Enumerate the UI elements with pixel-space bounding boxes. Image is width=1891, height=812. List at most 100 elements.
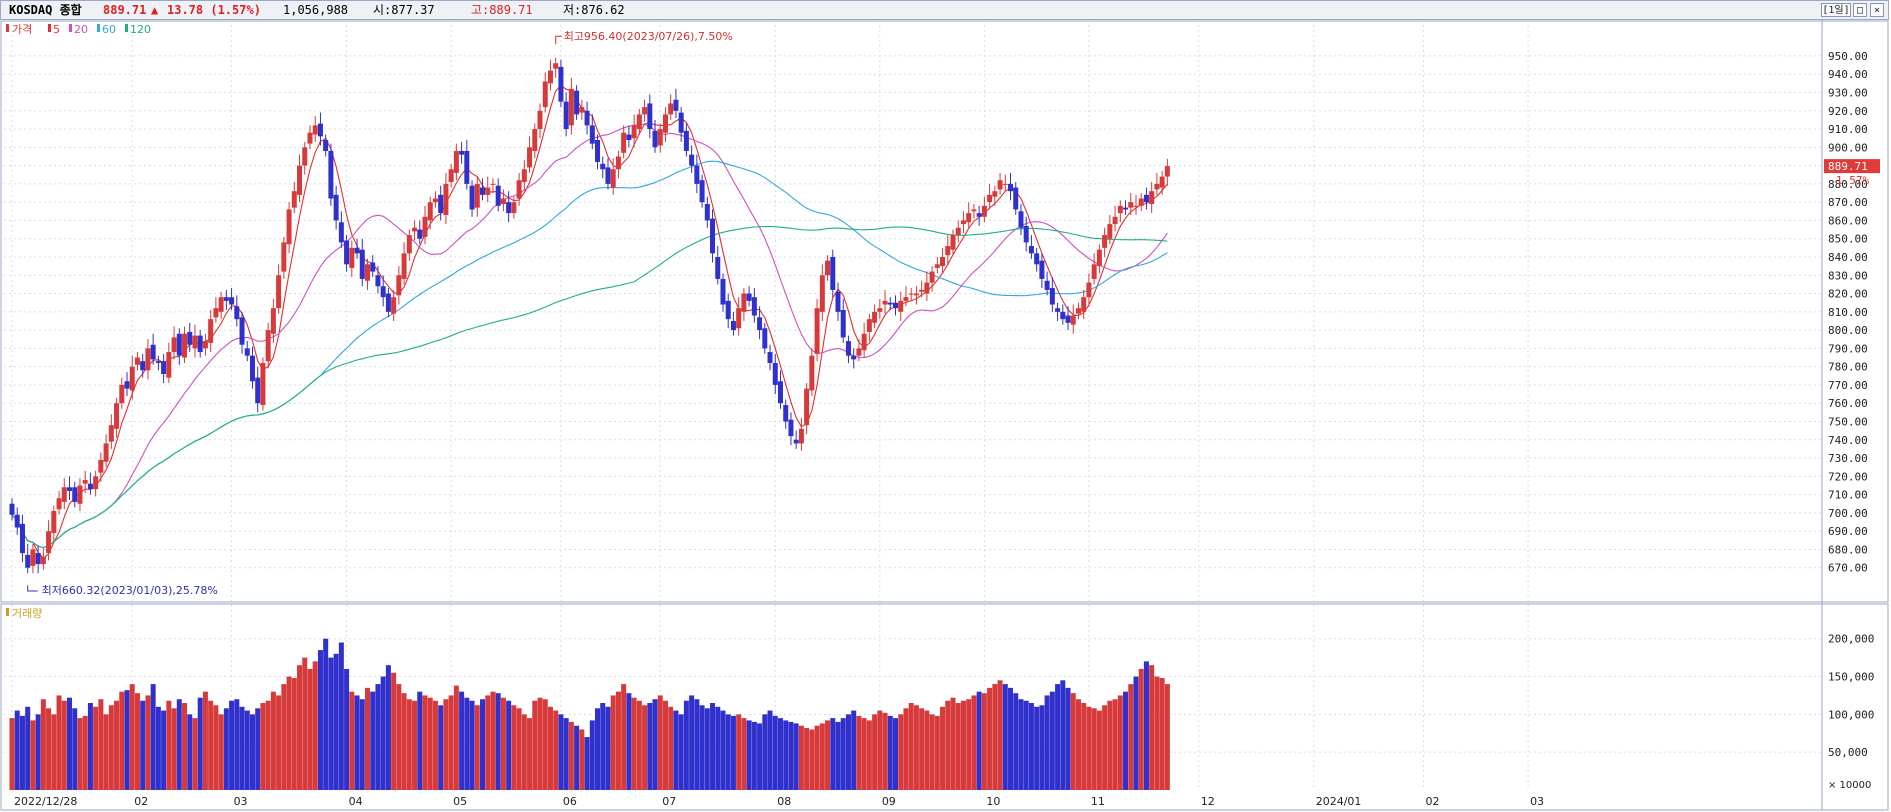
grid-lines (4, 20, 1822, 790)
volume-bar (950, 697, 956, 790)
ma5-line (11, 84, 1168, 559)
candle-body (704, 203, 710, 221)
volume-bar (495, 693, 501, 790)
ma-legend-label: 20 (74, 23, 88, 36)
volume-bar (678, 714, 684, 790)
candle-body (401, 253, 407, 279)
volume-bar (1123, 691, 1129, 790)
volume-bar (1044, 695, 1050, 790)
volume-bar (229, 700, 235, 790)
candle-body (720, 278, 726, 305)
volume-bar (244, 710, 250, 790)
candle-body (317, 123, 323, 137)
volume-bar (741, 718, 747, 790)
candle-body (1154, 183, 1160, 190)
price-tick-label: 950.00 (1828, 50, 1868, 63)
month-label: 02 (1426, 795, 1440, 808)
volume-bar (1034, 706, 1040, 790)
volume-bar (814, 725, 820, 790)
volume-bar (893, 718, 899, 790)
candle-body (1065, 315, 1071, 323)
annotations: 최고956.40(2023/07/26),7.50% 최저660.32(2023/… (27, 30, 1880, 597)
volume-bar (647, 703, 653, 790)
candle-body (845, 341, 851, 356)
volume-bar (845, 714, 851, 790)
volume-bar (903, 708, 909, 790)
candle-body (830, 256, 836, 290)
volume-bar (872, 714, 878, 790)
maximize-icon[interactable]: □ (1853, 3, 1867, 17)
volume-bar (354, 695, 360, 790)
candle-body (1018, 211, 1024, 228)
candle-body (333, 194, 339, 221)
volume-legend-swatch (6, 608, 9, 616)
month-label: 12 (1201, 795, 1215, 808)
volume-bar (417, 691, 423, 790)
volume-bar (1128, 684, 1134, 790)
month-label: 03 (234, 795, 248, 808)
candle-body (249, 355, 255, 382)
volume-bar (1149, 665, 1155, 790)
volume-bar (506, 700, 512, 790)
price-legend-swatch (6, 24, 9, 32)
volume-bar (485, 695, 491, 790)
month-label: 09 (882, 795, 896, 808)
candle-body (563, 101, 569, 130)
volume-tick-label: 50,000 (1828, 746, 1868, 759)
candle-body (642, 107, 648, 115)
volume-readout: 1,056,988 (283, 3, 349, 17)
candle-body (511, 202, 517, 214)
low-readout: 저:876.62 (563, 3, 625, 17)
candle-body (161, 361, 167, 374)
candle-body (192, 335, 198, 349)
volume-bar (699, 705, 705, 790)
month-label: 04 (349, 795, 363, 808)
candle-body (1070, 315, 1076, 325)
ma-legend-label: 60 (102, 23, 116, 36)
candle-body (1102, 235, 1108, 248)
volume-bar (558, 714, 564, 790)
candle-body (960, 220, 966, 225)
volume-bar (642, 705, 648, 790)
price-tick-label: 860.00 (1828, 214, 1868, 227)
candle-body (882, 300, 888, 305)
volume-bar (391, 672, 397, 790)
candle-body (788, 419, 794, 437)
volume-bar (134, 693, 140, 790)
volume-bar (547, 706, 553, 790)
candle-body (584, 110, 590, 126)
volume-bar (56, 695, 62, 790)
volume-bar (114, 700, 120, 790)
candle-body (568, 88, 574, 126)
index-name: KOSDAQ 종합 (9, 3, 82, 17)
month-label: 03 (1530, 795, 1544, 808)
candle-body (1149, 191, 1155, 204)
candle-body (140, 361, 146, 371)
volume-bar (652, 699, 658, 790)
candle-body (919, 289, 925, 292)
candle-body (657, 129, 663, 146)
volume-bar (500, 697, 506, 790)
candle-body (819, 275, 825, 312)
volume-bar (234, 699, 240, 790)
volume-bar (286, 676, 292, 790)
close-icon[interactable]: × (1870, 3, 1884, 17)
volume-bar (192, 718, 198, 790)
volume-bar (783, 720, 789, 790)
candle-body (793, 439, 799, 444)
volume-bar (93, 706, 99, 790)
candle-body (239, 317, 245, 345)
candle-body (746, 293, 752, 301)
volume-bar (877, 710, 883, 790)
candle-body (668, 103, 674, 115)
volume-bar (527, 718, 533, 790)
candle-body (976, 213, 982, 217)
volume-bar (861, 718, 867, 790)
period-button[interactable]: [1일] (1821, 3, 1851, 17)
candle-body (1081, 297, 1087, 312)
volume-bar (976, 691, 982, 790)
volume-bar (819, 723, 825, 790)
volume-bar (1154, 676, 1160, 790)
volume-bar (108, 705, 114, 790)
